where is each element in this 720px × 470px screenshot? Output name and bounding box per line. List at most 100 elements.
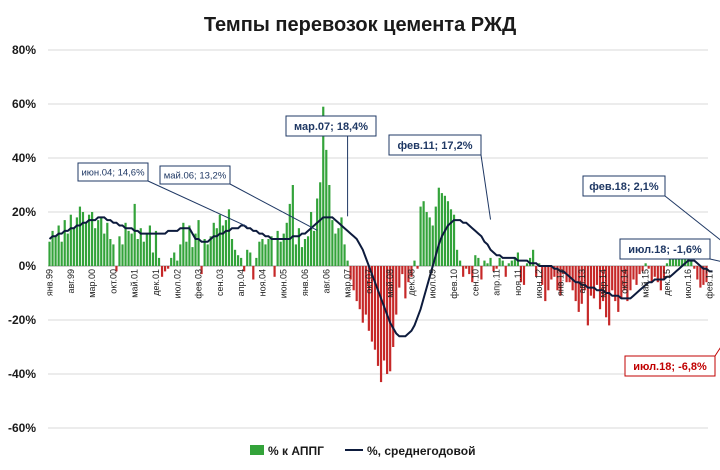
bar xyxy=(486,263,489,266)
bar xyxy=(644,263,647,266)
bar xyxy=(608,266,611,326)
bar xyxy=(63,220,66,266)
bar xyxy=(611,266,614,291)
bar xyxy=(452,214,456,266)
bar xyxy=(525,263,529,266)
bar xyxy=(687,257,690,266)
bar xyxy=(370,266,374,342)
bar xyxy=(121,244,124,266)
bar xyxy=(650,266,653,283)
x-tick-label: мар.14 xyxy=(598,269,608,298)
bar xyxy=(355,266,358,302)
bar xyxy=(671,257,675,266)
bar xyxy=(91,212,94,266)
bar xyxy=(379,266,383,383)
bar xyxy=(699,266,702,288)
callout-box xyxy=(159,165,231,185)
bar xyxy=(206,244,209,266)
bar xyxy=(237,255,240,266)
callout-label: июл.18; -6,8% xyxy=(633,361,707,373)
bar xyxy=(203,239,206,266)
bar xyxy=(139,228,142,266)
bar xyxy=(386,266,389,374)
bar xyxy=(437,187,440,266)
bar xyxy=(468,266,471,275)
bar xyxy=(48,241,51,266)
bar xyxy=(78,206,82,266)
bar xyxy=(413,260,416,266)
bar xyxy=(553,266,556,277)
y-tick-label: -20% xyxy=(8,313,36,327)
bar xyxy=(401,266,404,275)
callout-leader xyxy=(229,183,318,231)
bar xyxy=(568,266,571,283)
bar xyxy=(334,233,337,266)
callout-label: фев.11; 17,2% xyxy=(398,140,473,152)
bar xyxy=(535,266,538,277)
bar xyxy=(142,241,145,266)
bar xyxy=(300,247,304,266)
bar xyxy=(440,193,443,266)
bar xyxy=(398,266,401,288)
chart-title: Темпы перевозок цемента РЖД xyxy=(204,14,516,36)
bar xyxy=(693,266,696,269)
bar xyxy=(547,266,550,291)
bar xyxy=(407,266,410,283)
x-tick-label: фев.10 xyxy=(449,269,459,299)
bar xyxy=(434,206,437,266)
bar xyxy=(57,225,60,266)
x-tick-label: июн.12 xyxy=(534,269,544,298)
bar xyxy=(367,266,370,331)
bar xyxy=(185,241,188,266)
bar xyxy=(319,182,322,266)
bar xyxy=(416,266,419,269)
bar xyxy=(656,266,659,283)
bar xyxy=(550,266,553,280)
bar xyxy=(583,266,586,291)
x-tick-label: фев.03 xyxy=(194,269,204,299)
bar xyxy=(422,201,425,266)
bar xyxy=(209,236,212,266)
bar xyxy=(227,209,231,266)
callout-label: июн.04; 14,6% xyxy=(81,168,145,179)
y-tick-label: 40% xyxy=(12,151,36,165)
bar xyxy=(328,185,331,266)
bar xyxy=(100,217,103,266)
bar xyxy=(376,266,380,366)
x-tick-label: дек.15 xyxy=(662,269,672,296)
bar xyxy=(306,236,310,266)
bar xyxy=(358,266,361,310)
bar xyxy=(352,266,355,291)
bar xyxy=(94,228,97,266)
bar xyxy=(282,233,285,266)
bar xyxy=(559,266,562,296)
bar xyxy=(431,225,434,266)
bar xyxy=(87,214,91,266)
callout-leader xyxy=(709,258,720,262)
bar xyxy=(556,266,559,291)
x-axis: янв.99 авг.99 мар.00 окт.00 май.01 дек.01 июл.… xyxy=(45,269,715,299)
x-tick-label: май.08 xyxy=(385,269,395,298)
x-tick-label: окт.07 xyxy=(364,269,374,294)
bar xyxy=(212,222,215,266)
x-tick-label: авг.99 xyxy=(66,269,76,293)
bar xyxy=(294,244,297,266)
x-tick-label: авг.13 xyxy=(577,269,587,293)
callouts: июн.04; 14,6% май.06; 13,2% мар.07; 18,4% ф… xyxy=(77,115,720,377)
bar xyxy=(51,230,54,266)
bar xyxy=(194,233,197,266)
x-tick-label: мар.00 xyxy=(87,269,97,298)
line-series xyxy=(48,216,713,338)
x-tick-label: ноя.11 xyxy=(513,269,523,296)
x-tick-label: фев.17 xyxy=(705,269,715,299)
bar xyxy=(331,220,334,266)
bar xyxy=(474,255,477,266)
bar xyxy=(516,252,519,266)
bar xyxy=(297,228,301,266)
bar xyxy=(492,266,495,272)
bar xyxy=(103,233,106,266)
bar xyxy=(404,266,407,299)
bar-series xyxy=(48,106,708,383)
bar xyxy=(519,266,523,283)
legend-bar-label: % к АППГ xyxy=(268,444,324,458)
